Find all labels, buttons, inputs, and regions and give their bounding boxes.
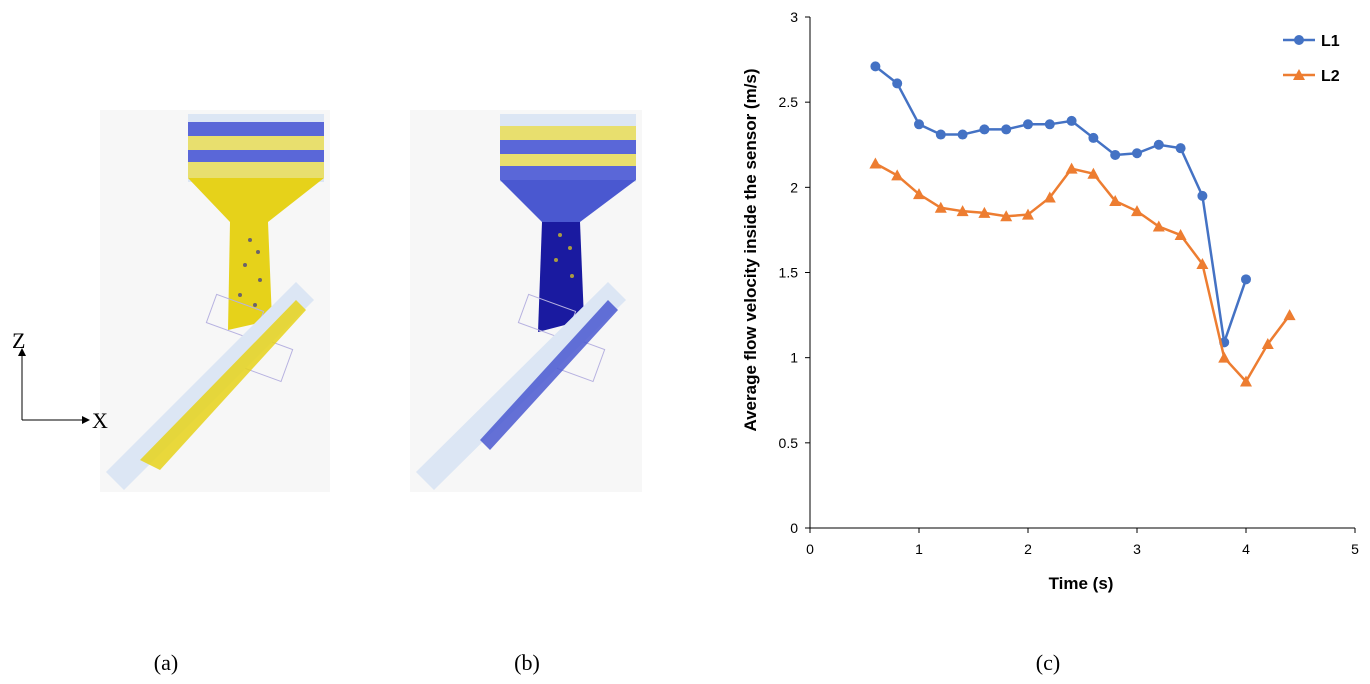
data-point-l1 <box>1066 115 1077 126</box>
chart-panel: 0 0.5 1 1.5 2 2.5 3 0 1 2 3 4 5 L1 L2 Time (s) Averag… <box>715 0 1370 610</box>
x-tick-label: 1 <box>915 541 923 557</box>
data-point-l2 <box>1109 194 1122 206</box>
x-tick-label: 4 <box>1242 541 1250 557</box>
data-point-l1 <box>870 61 881 72</box>
legend-label-l2: L2 <box>1321 68 1340 85</box>
data-point-l2 <box>1174 229 1187 241</box>
z-axis-label: Z <box>12 330 25 353</box>
data-point-l1 <box>1241 274 1251 285</box>
data-point-l2 <box>1131 205 1143 217</box>
data-point-l1 <box>957 129 968 140</box>
series-line-l2 <box>874 162 1291 384</box>
data-point-l2 <box>1240 375 1252 387</box>
y-tick-label: 3 <box>790 9 798 25</box>
legend-marker-l2 <box>1293 69 1305 80</box>
x-tick-label: 0 <box>806 541 814 557</box>
data-point-l2 <box>1196 257 1209 269</box>
data-point-l2 <box>1043 191 1056 203</box>
y-tick-label: 1 <box>790 350 798 366</box>
y-tick-label: 0.5 <box>779 435 799 451</box>
caption-b: (b) <box>514 650 540 675</box>
x-tick-label: 5 <box>1351 541 1359 557</box>
x-axis-label: X <box>92 408 108 430</box>
data-point-l1 <box>1088 132 1099 143</box>
data-point-l1 <box>1110 149 1121 160</box>
data-point-l2 <box>1022 208 1034 220</box>
data-point-l1 <box>914 119 924 130</box>
caption-a: (a) <box>153 650 179 675</box>
data-point-l2 <box>1000 210 1013 222</box>
data-point-l1 <box>1153 139 1164 150</box>
x-tick-label: 3 <box>1133 541 1141 557</box>
y-tick-label: 2.5 <box>779 94 799 110</box>
data-point-l1 <box>1001 124 1012 135</box>
legend-marker-l1 <box>1294 35 1304 45</box>
x-axis-title: Time (s) <box>1049 574 1114 593</box>
x-tick-label: 2 <box>1024 541 1032 557</box>
simulation-image-a <box>100 110 330 492</box>
data-point-l1 <box>1132 148 1142 159</box>
data-point-l1 <box>1044 119 1055 130</box>
data-point-l1 <box>1023 119 1033 130</box>
data-point-l2 <box>978 206 991 218</box>
coordinate-axes-indicator: Z X <box>12 330 108 430</box>
data-point-l1 <box>935 129 946 140</box>
data-point-l1 <box>892 78 903 89</box>
data-point-l1 <box>1175 143 1186 154</box>
data-point-l2 <box>956 205 969 217</box>
data-point-l2 <box>1065 162 1078 174</box>
series-line-l1 <box>874 65 1248 343</box>
data-point-l2 <box>869 157 882 169</box>
data-point-l2 <box>1283 309 1296 321</box>
y-tick-label: 2 <box>790 179 798 195</box>
data-point-l1 <box>979 124 990 135</box>
caption-c: (c) <box>1035 650 1061 675</box>
data-point-l2 <box>1087 167 1100 179</box>
data-point-l2 <box>934 201 947 213</box>
simulation-image-b <box>410 110 642 492</box>
data-point-l2 <box>1218 351 1231 363</box>
line-chart: 0 0.5 1 1.5 2 2.5 3 0 1 2 3 4 5 L1 L2 Time (s) Averag… <box>741 9 1359 593</box>
y-axis-title: Average flow velocity inside the sensor … <box>741 68 760 431</box>
legend-label-l1: L1 <box>1321 33 1340 50</box>
data-point-l1 <box>1197 190 1208 201</box>
y-tick-label: 1.5 <box>779 265 799 281</box>
data-point-l2 <box>891 169 904 181</box>
data-point-l2 <box>1261 338 1274 350</box>
y-tick-label: 0 <box>790 520 798 536</box>
data-point-l2 <box>1152 220 1165 232</box>
data-point-l2 <box>913 188 925 200</box>
